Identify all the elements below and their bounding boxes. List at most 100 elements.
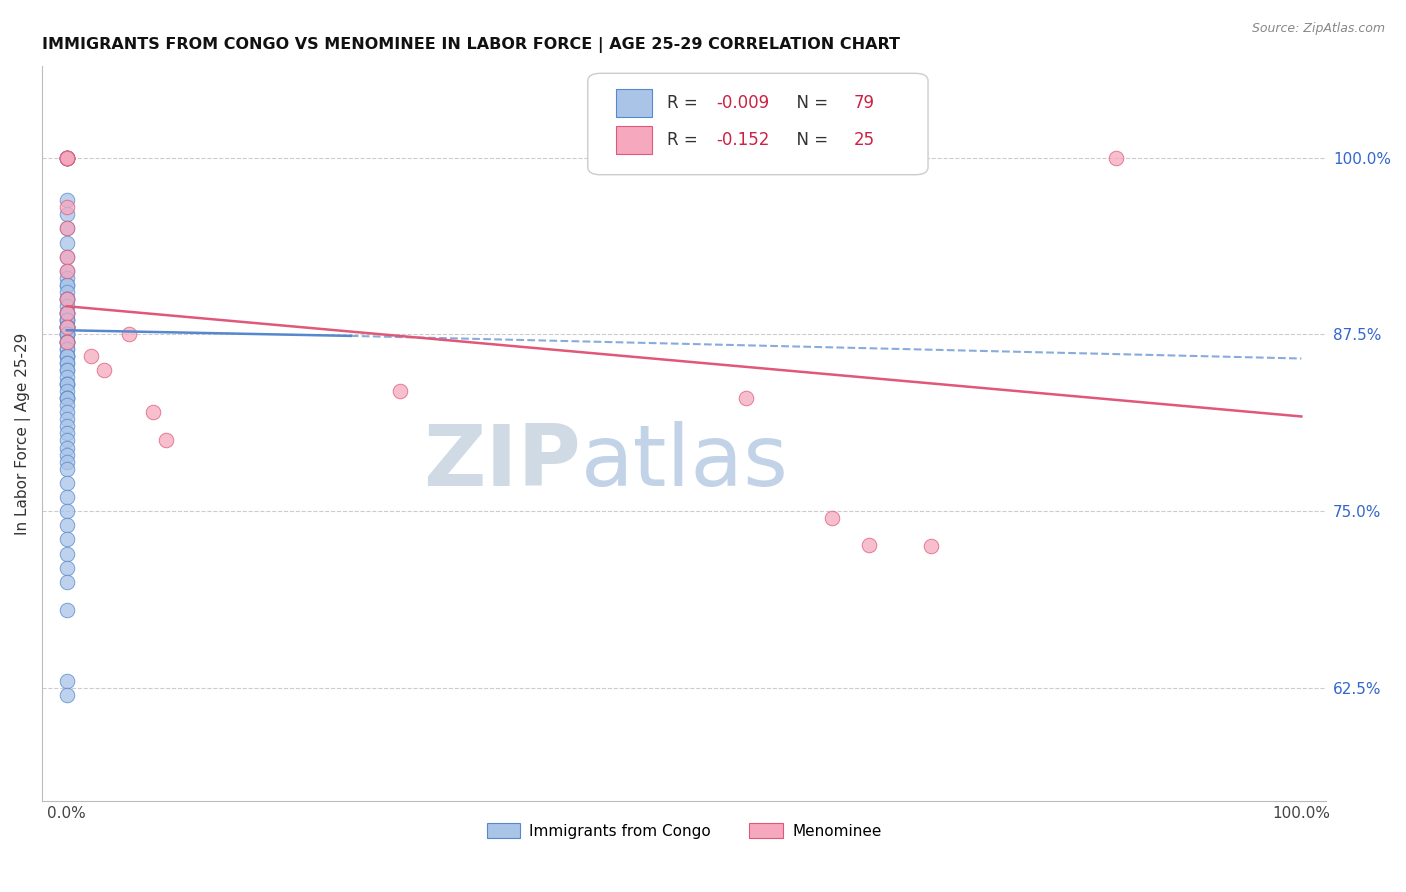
Point bbox=[56, 151, 79, 165]
Point bbox=[142, 405, 165, 419]
Point bbox=[56, 363, 79, 377]
Legend: Immigrants from Congo, Menominee: Immigrants from Congo, Menominee bbox=[481, 817, 887, 845]
Point bbox=[56, 320, 79, 334]
Point bbox=[56, 376, 79, 391]
Point bbox=[56, 292, 79, 306]
Bar bbox=[616, 127, 652, 154]
Point bbox=[56, 455, 79, 469]
Point bbox=[56, 151, 79, 165]
Point bbox=[56, 391, 79, 405]
Point bbox=[56, 306, 79, 320]
Point bbox=[56, 320, 79, 334]
Point bbox=[56, 299, 79, 313]
Point bbox=[80, 349, 103, 363]
Point bbox=[56, 306, 79, 320]
Point bbox=[56, 398, 79, 412]
Text: -0.009: -0.009 bbox=[716, 95, 769, 112]
Point bbox=[56, 376, 79, 391]
Point bbox=[56, 334, 79, 349]
Point bbox=[56, 412, 79, 426]
Text: R =: R = bbox=[668, 95, 703, 112]
Point bbox=[56, 334, 79, 349]
Point bbox=[56, 342, 79, 356]
Point bbox=[56, 327, 79, 342]
Point bbox=[56, 349, 79, 363]
Point bbox=[56, 384, 79, 398]
Point bbox=[56, 426, 79, 441]
Point bbox=[821, 511, 844, 525]
Point bbox=[56, 271, 79, 285]
Point bbox=[56, 151, 79, 165]
Point bbox=[56, 320, 79, 334]
Point bbox=[56, 327, 79, 342]
Point bbox=[56, 221, 79, 235]
Point bbox=[56, 264, 79, 278]
Point bbox=[56, 313, 79, 327]
Point bbox=[56, 490, 79, 504]
Point bbox=[56, 207, 79, 221]
Point bbox=[56, 391, 79, 405]
Point bbox=[56, 292, 79, 306]
Point bbox=[56, 419, 79, 434]
Point bbox=[56, 688, 79, 702]
Point bbox=[56, 434, 79, 448]
Point bbox=[56, 356, 79, 370]
Point bbox=[56, 151, 79, 165]
Point bbox=[56, 292, 79, 306]
Point bbox=[56, 285, 79, 299]
Point bbox=[920, 540, 942, 554]
Point bbox=[56, 278, 79, 293]
Point bbox=[56, 574, 79, 589]
Point bbox=[56, 278, 79, 293]
Point bbox=[56, 376, 79, 391]
Point bbox=[56, 327, 79, 342]
Point bbox=[56, 320, 79, 334]
Point bbox=[56, 151, 79, 165]
Point bbox=[56, 334, 79, 349]
Point bbox=[56, 292, 79, 306]
Bar bbox=[616, 89, 652, 118]
Point bbox=[56, 200, 79, 214]
Point bbox=[93, 363, 115, 377]
Point bbox=[56, 370, 79, 384]
Text: -0.152: -0.152 bbox=[716, 131, 769, 149]
Point bbox=[56, 250, 79, 264]
Point bbox=[56, 320, 79, 334]
Point bbox=[56, 518, 79, 533]
Point bbox=[56, 363, 79, 377]
Point bbox=[56, 673, 79, 688]
Text: 25: 25 bbox=[853, 131, 875, 149]
Text: IMMIGRANTS FROM CONGO VS MENOMINEE IN LABOR FORCE | AGE 25-29 CORRELATION CHART: IMMIGRANTS FROM CONGO VS MENOMINEE IN LA… bbox=[42, 37, 900, 54]
Point bbox=[56, 313, 79, 327]
Point bbox=[56, 306, 79, 320]
Text: R =: R = bbox=[668, 131, 703, 149]
Point bbox=[56, 151, 79, 165]
Point bbox=[56, 151, 79, 165]
Point bbox=[56, 306, 79, 320]
Point bbox=[389, 384, 412, 398]
Point bbox=[56, 349, 79, 363]
FancyBboxPatch shape bbox=[588, 73, 928, 175]
Point bbox=[56, 441, 79, 455]
Y-axis label: In Labor Force | Age 25-29: In Labor Force | Age 25-29 bbox=[15, 332, 31, 534]
Text: N =: N = bbox=[786, 131, 832, 149]
Point bbox=[117, 327, 139, 342]
Point bbox=[734, 391, 756, 405]
Point bbox=[56, 250, 79, 264]
Point bbox=[56, 264, 79, 278]
Point bbox=[56, 342, 79, 356]
Point bbox=[56, 235, 79, 250]
Point bbox=[56, 462, 79, 476]
Point bbox=[56, 533, 79, 547]
Point bbox=[56, 603, 79, 617]
Point bbox=[56, 313, 79, 327]
Point bbox=[56, 334, 79, 349]
Point bbox=[56, 151, 79, 165]
Point bbox=[56, 151, 79, 165]
Point bbox=[56, 221, 79, 235]
Point bbox=[56, 193, 79, 207]
Text: atlas: atlas bbox=[581, 421, 789, 504]
Text: 79: 79 bbox=[853, 95, 875, 112]
Point bbox=[56, 334, 79, 349]
Point bbox=[1105, 151, 1128, 165]
